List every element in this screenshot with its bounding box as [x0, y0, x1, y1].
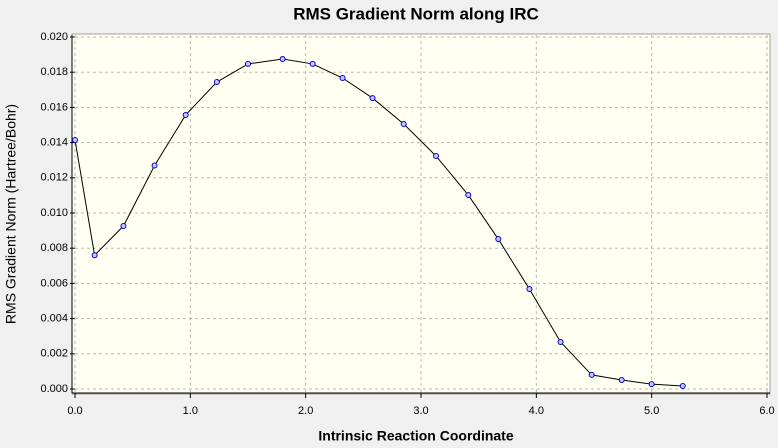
data-point: [151, 162, 158, 169]
data-point: [91, 252, 98, 259]
y-tick-label: 0.020: [40, 31, 68, 43]
y-tick-label: 0.014: [40, 137, 68, 149]
y-axis-title: RMS Gradient Norm (Hartree/Bohr): [3, 104, 19, 324]
y-tick-label: 0.006: [40, 277, 68, 289]
data-point: [465, 192, 472, 199]
y-tick-label: 0.016: [40, 101, 68, 113]
y-tick-label: 0.018: [40, 66, 68, 78]
x-tick-label: 4.0: [529, 405, 544, 417]
data-point: [618, 377, 625, 384]
data-point: [339, 75, 346, 82]
x-tick-label: 1.0: [183, 405, 198, 417]
data-point: [182, 111, 189, 118]
data-point: [309, 60, 316, 67]
y-tick-label: 0.008: [40, 242, 68, 254]
chart-title: RMS Gradient Norm along IRC: [293, 4, 539, 23]
y-tick-label: 0.010: [40, 207, 68, 219]
data-point: [369, 95, 376, 102]
y-tick-label: 0.004: [40, 313, 68, 325]
data-point: [588, 371, 595, 378]
plot-area: [71, 33, 771, 395]
data-point: [279, 56, 286, 62]
y-tick-label: 0.012: [40, 172, 68, 184]
x-tick-label: 3.0: [413, 405, 428, 417]
data-point: [245, 60, 251, 67]
data-point: [72, 136, 78, 143]
data-point: [557, 339, 564, 346]
x-axis-title: Intrinsic Reaction Coordinate: [318, 428, 513, 444]
data-point: [526, 286, 533, 293]
data-point: [400, 120, 407, 127]
data-point: [495, 236, 502, 243]
data-point: [679, 383, 686, 390]
data-point: [432, 152, 439, 159]
data-point: [120, 223, 127, 230]
x-tick-label: 6.0: [759, 405, 774, 417]
data-point: [213, 79, 220, 86]
x-tick-label: 0.0: [67, 405, 82, 417]
y-tick-label: 0.000: [40, 383, 68, 395]
data-point: [648, 381, 655, 388]
y-tick-label: 0.002: [40, 348, 68, 360]
x-tick-label: 2.0: [298, 405, 313, 417]
x-tick-label: 5.0: [644, 405, 659, 417]
